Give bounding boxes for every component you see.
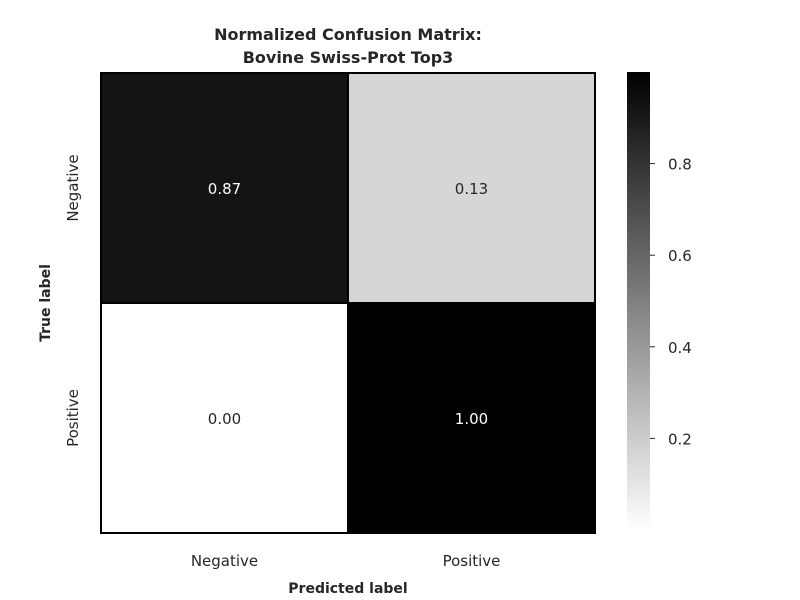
- heatmap-cell: [347, 72, 596, 304]
- cell-value-label: 0.13: [455, 180, 488, 198]
- heatmap-cell: [347, 302, 596, 534]
- heatmap-cell: [100, 302, 349, 534]
- chart-title-line-1: Normalized Confusion Matrix:: [214, 25, 482, 44]
- x-tick-labels: Negative Positive: [191, 552, 501, 570]
- colorbar-tick-label: 0.6: [668, 247, 692, 265]
- chart-title-line-2: Bovine Swiss-Prot Top3: [243, 48, 454, 67]
- y-tick-labels: Negative Positive: [64, 154, 82, 447]
- colorbar-tick-label: 0.2: [668, 430, 692, 448]
- y-tick-label: Positive: [64, 389, 82, 447]
- x-axis-label: Predicted label: [288, 581, 407, 597]
- y-tick-label: Negative: [64, 154, 82, 221]
- colorbar: [627, 72, 650, 530]
- x-tick-label: Negative: [191, 552, 258, 570]
- cell-value-label: 1.00: [455, 410, 488, 428]
- x-tick-label: Positive: [443, 552, 501, 570]
- cell-value-label: 0.87: [208, 180, 241, 198]
- cell-value-label: 0.00: [208, 410, 241, 428]
- heatmap-cell: [100, 72, 349, 304]
- colorbar-tick-label: 0.8: [668, 156, 692, 174]
- y-axis-label: True label: [38, 264, 54, 342]
- colorbar-tick-label: 0.4: [668, 339, 692, 357]
- colorbar-ticks: 0.2 0.4 0.6 0.8: [650, 156, 692, 448]
- heatmap-cells: 0.87 0.13 0.00 1.00: [100, 72, 596, 534]
